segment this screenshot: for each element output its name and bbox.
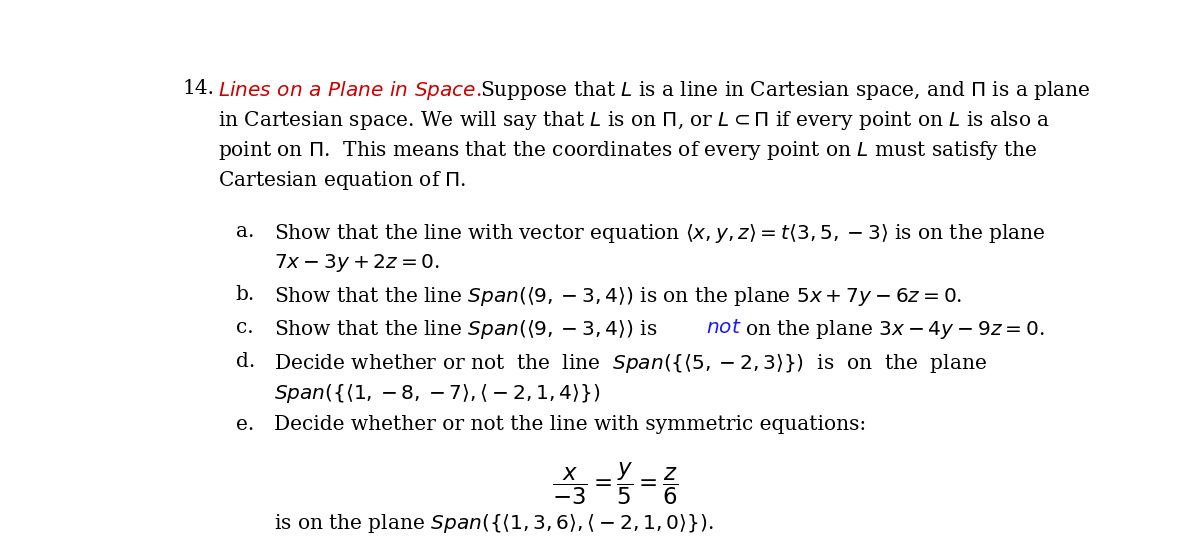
Text: $\mathit{Span}(\{\langle 1, -8, -7\rangle, \langle -2, 1, 4\rangle\})$: $\mathit{Span}(\{\langle 1, -8, -7\rangl… <box>274 382 600 404</box>
Text: Decide whether or not  the  line  $\mathit{Span}(\{\langle 5, -2, 3\rangle\})$  : Decide whether or not the line $\mathit{… <box>274 352 986 375</box>
Text: Show that the line with vector equation $\langle x, y, z\rangle = t\langle 3, 5,: Show that the line with vector equation … <box>274 222 1045 245</box>
Text: d.: d. <box>235 352 254 370</box>
Text: Suppose that $L$ is a line in Cartesian space, and $\Pi$ is a plane: Suppose that $L$ is a line in Cartesian … <box>480 79 1091 103</box>
Text: 14.: 14. <box>182 79 215 98</box>
Text: in Cartesian space. We will say that $L$ is on $\Pi$, or $L \subset \Pi$ if ever: in Cartesian space. We will say that $L$… <box>218 109 1050 132</box>
Text: Show that the line $\mathit{Span}(\langle 9, -3, 4\rangle)$ is: Show that the line $\mathit{Span}(\langl… <box>274 319 658 341</box>
Text: $\dfrac{x}{-3} = \dfrac{y}{5} = \dfrac{z}{6}$: $\dfrac{x}{-3} = \dfrac{y}{5} = \dfrac{z… <box>552 461 678 508</box>
Text: $\bf\it{Lines\ on\ a\ Plane\ in\ Space}$.: $\bf\it{Lines\ on\ a\ Plane\ in\ Space}$… <box>218 79 481 103</box>
Text: $\mathbf{\mathit{not}}$: $\mathbf{\mathit{not}}$ <box>706 319 742 338</box>
Text: on the plane $3x - 4y - 9z = 0$.: on the plane $3x - 4y - 9z = 0$. <box>745 319 1045 341</box>
Text: e.: e. <box>235 415 254 434</box>
Text: a.: a. <box>235 222 254 241</box>
Text: b.: b. <box>235 285 254 304</box>
Text: c.: c. <box>235 319 253 338</box>
Text: Decide whether or not the line with symmetric equations:: Decide whether or not the line with symm… <box>274 415 866 434</box>
Text: Show that the line $\mathit{Span}(\langle 9, -3, 4\rangle)$ is on the plane $5x : Show that the line $\mathit{Span}(\langl… <box>274 285 962 308</box>
Text: is on the plane $\mathit{Span}(\{\langle 1, 3, 6\rangle, \langle -2, 1, 0\rangle: is on the plane $\mathit{Span}(\{\langle… <box>274 512 713 535</box>
Text: Cartesian equation of $\Pi$.: Cartesian equation of $\Pi$. <box>218 169 467 192</box>
Text: $7x - 3y + 2z = 0$.: $7x - 3y + 2z = 0$. <box>274 252 440 274</box>
Text: point on $\Pi$.  This means that the coordinates of every point on $L$ must sati: point on $\Pi$. This means that the coor… <box>218 139 1038 162</box>
